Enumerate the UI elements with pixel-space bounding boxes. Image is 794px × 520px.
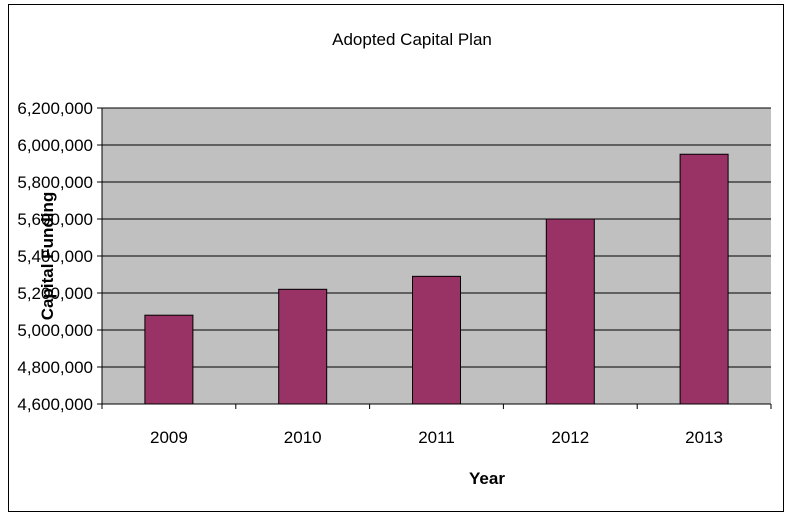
y-tick-label: 5,000,000 bbox=[17, 321, 93, 340]
y-tick-label: 4,800,000 bbox=[17, 358, 93, 377]
y-tick-label: 4,600,000 bbox=[17, 395, 93, 414]
x-tick-label: 2013 bbox=[685, 428, 723, 447]
x-axis-label: Year bbox=[469, 469, 505, 488]
y-axis-label: Capital Funding bbox=[38, 192, 57, 320]
x-tick-label: 2010 bbox=[284, 428, 322, 447]
bar-2011 bbox=[412, 275, 461, 405]
bar-2013 bbox=[679, 153, 729, 405]
x-axis-ticks: 2009 2010 2011 2012 2013 bbox=[101, 404, 772, 447]
chart-title: Adopted Capital Plan bbox=[332, 30, 492, 49]
x-tick-label: 2011 bbox=[418, 428, 455, 447]
x-tick-label: 2012 bbox=[551, 428, 589, 447]
y-tick-label: 6,200,000 bbox=[17, 99, 93, 118]
y-tick-label: 5,400,000 bbox=[17, 247, 93, 266]
y-axis-ticks: 4,600,000 4,800,000 5,000,000 5,200,000 5,40… bbox=[17, 99, 102, 414]
bar-2012 bbox=[545, 218, 595, 405]
bars bbox=[144, 153, 729, 405]
y-tick-label: 5,800,000 bbox=[17, 173, 93, 192]
bar-2010 bbox=[278, 288, 328, 405]
bar-2009 bbox=[144, 314, 194, 405]
y-tick-label: 5,600,000 bbox=[17, 210, 93, 229]
y-tick-label: 5,200,000 bbox=[17, 284, 93, 303]
x-tick-label: 2009 bbox=[150, 428, 188, 447]
y-tick-label: 6,000,000 bbox=[17, 136, 93, 155]
